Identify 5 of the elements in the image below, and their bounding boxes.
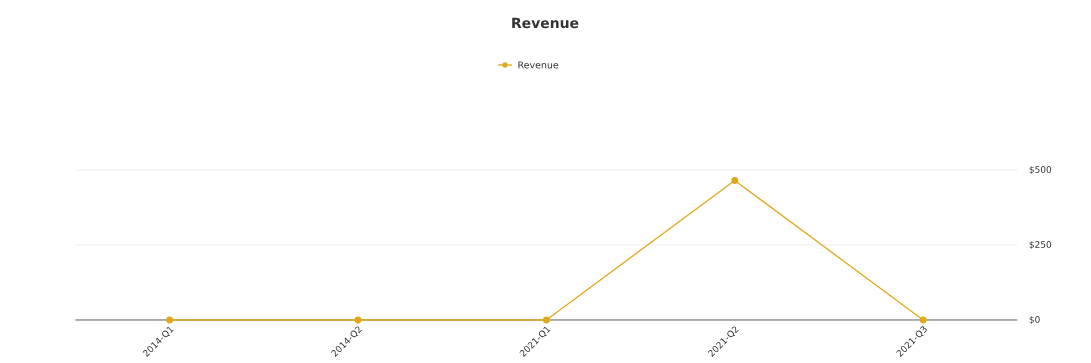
chart-title: Revenue <box>512 17 579 29</box>
y-tick-label: $500 <box>1029 165 1052 175</box>
legend-label: Revenue <box>518 61 559 69</box>
y-tick-label: $250 <box>1029 240 1052 250</box>
y-tick-label: $0 <box>1029 315 1040 325</box>
